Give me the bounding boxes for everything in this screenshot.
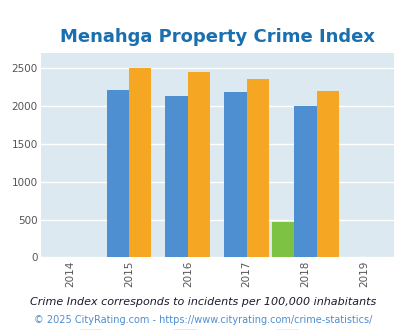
Bar (224, 92, 246, 257)
Legend: Menahga, Minnesota, National: Menahga, Minnesota, National (74, 325, 360, 330)
Bar (294, 106, 316, 257)
Text: Crime Index corresponds to incidents per 100,000 inhabitants: Crime Index corresponds to incidents per… (30, 297, 375, 307)
Bar (165, 96, 188, 257)
Bar (246, 79, 269, 257)
Bar (188, 72, 210, 257)
Bar (316, 91, 338, 257)
Title: Menahga Property Crime Index: Menahga Property Crime Index (60, 28, 374, 46)
Bar (271, 222, 294, 257)
Bar (106, 90, 129, 257)
Bar (128, 68, 151, 257)
Text: © 2025 CityRating.com - https://www.cityrating.com/crime-statistics/: © 2025 CityRating.com - https://www.city… (34, 315, 371, 325)
